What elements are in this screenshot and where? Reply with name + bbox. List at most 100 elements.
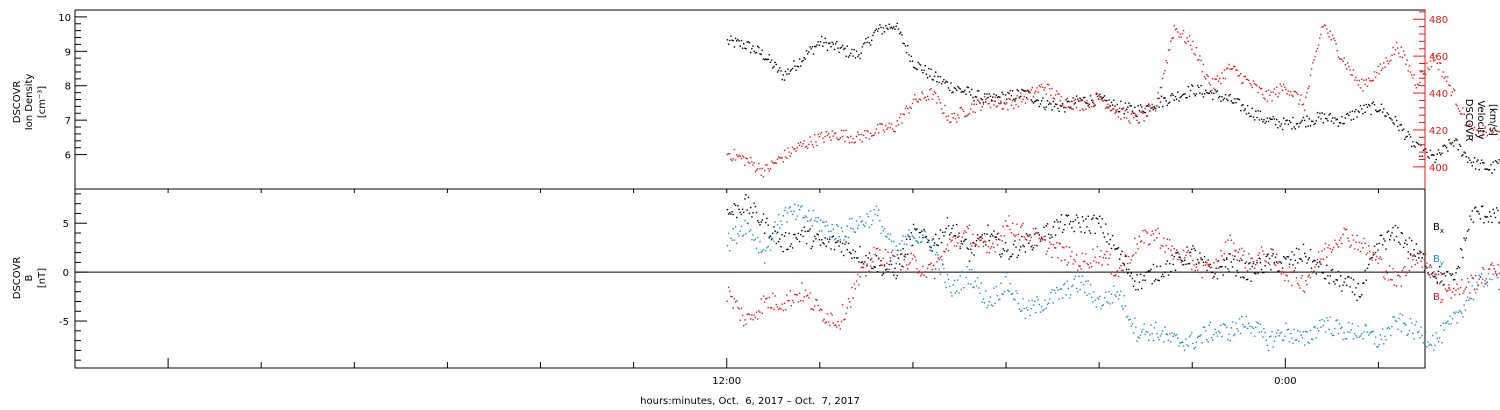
field-bx-point: [918, 231, 921, 234]
field-bz-point: [1145, 231, 1148, 233]
field-bz-point: [1037, 232, 1039, 234]
field-bx-point: [797, 232, 800, 235]
field-bz-point: [919, 275, 922, 277]
field-by-point: [1264, 331, 1266, 334]
velocity-point: [1385, 57, 1387, 59]
field-by-point: [885, 235, 887, 237]
velocity-point: [788, 151, 790, 153]
velocity-point: [945, 115, 947, 118]
field-by-point: [965, 276, 967, 279]
velocity-point: [942, 112, 944, 115]
velocity-point: [1253, 83, 1256, 85]
velocity-point: [966, 114, 968, 117]
field-bz-point: [1241, 247, 1243, 250]
density-point: [1422, 149, 1425, 151]
field-by-point: [1080, 281, 1082, 284]
velocity-point: [1388, 60, 1391, 63]
velocity-point: [1184, 41, 1186, 43]
field-by-point: [1465, 299, 1468, 302]
velocity-point: [757, 168, 759, 170]
velocity-tick-label: 400: [1429, 163, 1448, 174]
velocity-point: [1364, 83, 1366, 86]
field-bz-point: [1302, 290, 1305, 292]
field-bx-point: [971, 252, 973, 254]
density-point: [1412, 141, 1414, 143]
field-bz-point: [1049, 241, 1051, 243]
field-by-point: [835, 237, 837, 240]
density-point: [1434, 161, 1436, 164]
field-bz-point: [1310, 270, 1313, 273]
field-bz-point: [1433, 271, 1435, 273]
field-by-point: [779, 227, 781, 229]
density-point: [876, 30, 879, 32]
field-bx-point: [1441, 273, 1443, 275]
density-point: [901, 34, 903, 36]
field-by-point: [936, 251, 938, 254]
field-bz-point: [1496, 273, 1498, 276]
field-bx-point: [1377, 249, 1379, 251]
density-point: [1191, 84, 1193, 86]
field-bx-point: [1480, 205, 1483, 208]
field-by-point: [852, 228, 854, 230]
velocity-point: [1491, 132, 1493, 135]
field-by-point: [1010, 293, 1013, 295]
field-by-point: [845, 236, 847, 238]
field-bz-point: [867, 271, 869, 273]
field-by-point: [1057, 289, 1059, 291]
density-point: [1383, 108, 1385, 110]
velocity-point: [1418, 84, 1420, 86]
field-bx-point: [911, 244, 914, 247]
field-bz-point: [917, 272, 919, 274]
field-by-point: [1304, 344, 1306, 346]
velocity-point: [1101, 99, 1103, 101]
velocity-point: [1321, 26, 1323, 28]
density-point: [1416, 142, 1419, 144]
field-bz-point: [854, 288, 857, 290]
velocity-point: [1058, 93, 1060, 95]
b-tick-label: -5: [59, 317, 69, 328]
density-point: [789, 70, 791, 72]
field-bx-point: [1241, 259, 1243, 261]
velocity-point: [1478, 126, 1480, 128]
field-bz-point: [732, 307, 734, 309]
field-bz-point: [1195, 266, 1198, 268]
velocity-point: [1013, 107, 1015, 110]
field-bx-point: [1138, 281, 1141, 283]
field-by-point: [1407, 333, 1409, 335]
velocity-point: [950, 121, 952, 123]
field-by-point: [1121, 305, 1123, 307]
density-point: [1251, 107, 1253, 110]
velocity-point: [1283, 83, 1285, 86]
field-by-point: [1387, 326, 1390, 328]
field-bz-point: [1466, 277, 1469, 280]
field-by-point: [1037, 298, 1039, 301]
field-bx-point: [1235, 275, 1237, 277]
field-bz-point: [1363, 237, 1365, 240]
density-point: [975, 96, 978, 98]
field-bx-point: [1143, 275, 1145, 277]
field-by-point: [939, 273, 942, 275]
field-bz-point: [922, 265, 924, 268]
field-by-point: [881, 226, 883, 228]
velocity-point: [776, 158, 779, 160]
field-bz-point: [831, 314, 833, 316]
field-bx-point: [1200, 257, 1202, 259]
velocity-point: [992, 100, 994, 102]
field-bx-point: [1110, 247, 1113, 250]
density-point: [879, 24, 881, 26]
field-bx-point: [1465, 237, 1468, 239]
velocity-point: [732, 158, 734, 160]
velocity-point: [972, 111, 974, 113]
field-by-point: [952, 284, 954, 286]
field-bz-point: [1386, 272, 1388, 274]
field-bx-point: [794, 233, 796, 236]
field-bx-point: [1116, 247, 1118, 250]
velocity-point: [772, 161, 774, 164]
field-bx-point: [1479, 218, 1482, 220]
field-bz-point: [1372, 252, 1374, 254]
density-point: [1164, 97, 1166, 99]
field-by-point: [1456, 322, 1458, 324]
field-by-point: [1082, 283, 1085, 286]
field-by-point: [864, 225, 866, 228]
density-point: [841, 44, 844, 47]
